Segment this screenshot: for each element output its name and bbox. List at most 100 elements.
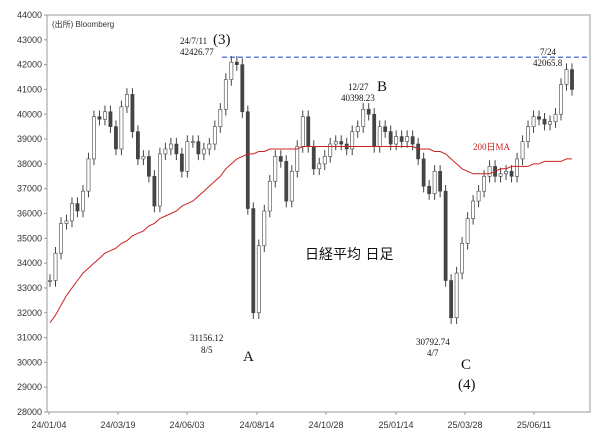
candle-body — [454, 272, 459, 319]
candle-body — [416, 143, 421, 160]
annotation-a-date: 8/5 — [201, 345, 213, 355]
y-tick-label: 43000 — [17, 35, 42, 45]
candle-body — [311, 146, 316, 170]
x-tick-label: 24/01/04 — [31, 420, 66, 430]
candle-body — [196, 141, 201, 155]
candle-body — [306, 116, 311, 147]
candle-body — [465, 218, 470, 244]
y-tick-label: 28000 — [17, 407, 42, 417]
annotation-3-value: 42426.77 — [180, 47, 214, 57]
x-tick-label: 24/08/14 — [239, 420, 274, 430]
candle-body — [471, 200, 475, 219]
y-tick-label: 35000 — [17, 233, 42, 243]
candle-body — [460, 242, 465, 274]
candle-body — [520, 141, 525, 160]
candle-body — [70, 203, 74, 222]
candle-body — [179, 153, 184, 172]
candle-body — [97, 116, 102, 120]
candle-body — [410, 136, 415, 145]
candle-body — [531, 116, 536, 127]
y-tick-label: 42000 — [17, 60, 42, 70]
candle-body — [443, 190, 448, 281]
candle-body — [399, 136, 404, 142]
y-tick-label: 29000 — [17, 382, 42, 392]
candle-body — [168, 143, 173, 150]
ma-label: 200日MA — [473, 142, 511, 152]
candle-body — [157, 153, 162, 207]
candle-body — [163, 148, 168, 155]
candle-body — [147, 156, 151, 177]
candle-body — [537, 116, 541, 120]
annotation-c-label: C — [461, 357, 471, 373]
y-tick-label: 36000 — [17, 209, 42, 219]
candle-body — [350, 131, 355, 150]
candle-body — [295, 146, 300, 172]
candle-body — [333, 141, 338, 145]
candle-body — [229, 61, 234, 80]
candle-body — [438, 171, 443, 192]
candle-body — [504, 171, 508, 175]
candle-body — [548, 121, 552, 125]
candle-body — [48, 280, 52, 282]
y-tick-label: 44000 — [17, 10, 42, 20]
candle-body — [366, 108, 371, 115]
annotation-3-label: (3) — [213, 32, 231, 48]
y-tick-label: 41000 — [17, 84, 42, 94]
annotation-b-label: B — [377, 79, 387, 95]
candle-body — [81, 190, 85, 212]
candle-body — [130, 94, 135, 132]
x-tick-label: 25/03/28 — [447, 420, 482, 430]
candle-body — [262, 210, 267, 247]
annotation-3-date: 24/7/11 — [180, 36, 207, 46]
candle-body — [421, 158, 426, 187]
annotation-b-date: 12/27 — [348, 82, 369, 92]
candle-body — [372, 113, 377, 147]
candle-body — [570, 69, 574, 90]
candle-body — [59, 223, 63, 254]
candle-body — [256, 245, 261, 314]
candle-body — [174, 143, 179, 155]
candle-body — [394, 136, 399, 145]
candle-body — [328, 143, 333, 157]
candle-body — [92, 116, 96, 160]
candle-body — [498, 173, 503, 177]
x-axis: 24/01/04 24/03/19 24/06/03 24/08/14 24/10/28… — [31, 412, 551, 430]
y-tick-label: 38000 — [17, 159, 42, 169]
candle-body — [119, 106, 124, 150]
candle-body — [190, 141, 195, 143]
candle-body — [476, 190, 481, 202]
x-tick-label: 24/10/28 — [308, 420, 343, 430]
y-tick-label: 34000 — [17, 258, 42, 268]
candle-body — [240, 64, 245, 113]
source-label: (出所) Bloomberg — [52, 19, 114, 29]
y-tick-label: 40000 — [17, 109, 42, 119]
candle-body — [487, 166, 492, 177]
x-tick-label: 25/06/11 — [517, 420, 551, 430]
y-tick-label: 37000 — [17, 184, 42, 194]
candle-body — [267, 180, 272, 212]
annotation-recent-date: 7/24 — [540, 47, 557, 57]
candle-body — [515, 158, 519, 177]
candle-body — [482, 175, 486, 192]
candle-body — [234, 61, 239, 65]
candle-body — [223, 79, 228, 110]
y-tick-label: 31000 — [17, 333, 42, 343]
y-tick-label: 32000 — [17, 308, 42, 318]
annotation-c-date: 4/7 — [427, 348, 439, 358]
candle-body — [103, 111, 107, 120]
annotation-c-value: 30792.74 — [416, 337, 450, 347]
candle-body — [509, 171, 514, 177]
candle-body — [185, 141, 190, 172]
annotation-a-label: A — [243, 349, 254, 365]
candle-body — [245, 111, 250, 209]
candle-body — [278, 156, 283, 162]
y-axis: 28000 29000 30000 31000 32000 33000 34000 35000… — [17, 10, 47, 417]
price-candles — [48, 55, 574, 324]
annotation-b-value: 40398.23 — [341, 93, 375, 103]
candle-body — [355, 126, 360, 132]
candle-body — [377, 126, 382, 147]
annotation-4-label: (4) — [458, 377, 476, 393]
candle-body — [152, 175, 157, 207]
candle-body — [53, 252, 58, 281]
